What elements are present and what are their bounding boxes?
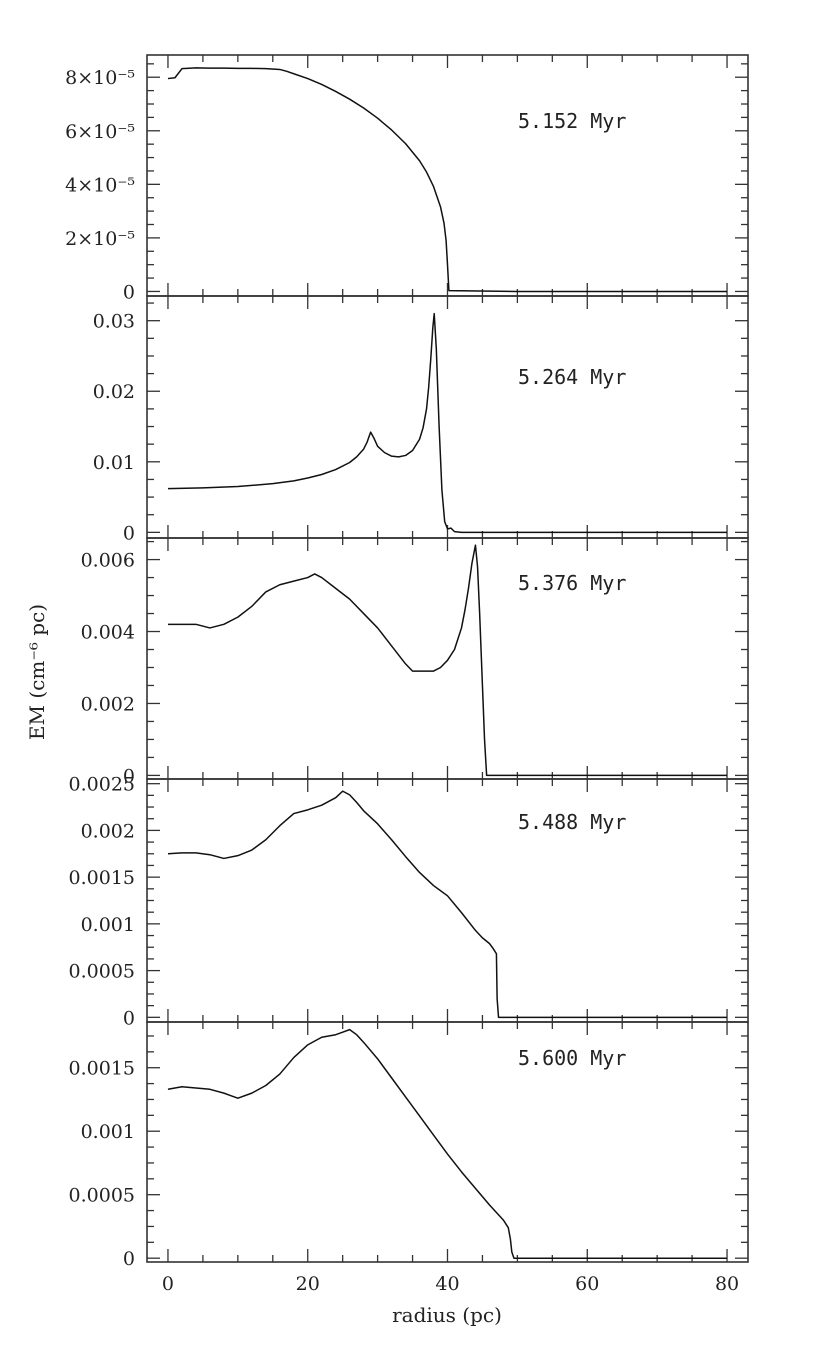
x-axis-title: radius (pc)	[392, 1303, 502, 1327]
y-tick-label: 0.01	[93, 452, 135, 474]
y-tick-label: 0.0015	[69, 867, 135, 889]
y-tick-label: 0.002	[81, 820, 135, 842]
series-line	[167, 1028, 728, 1259]
y-tick-label: 0	[123, 1007, 135, 1029]
y-tick-label: 0.004	[81, 622, 135, 644]
y-tick-label: 0	[123, 1248, 135, 1270]
y-tick-label: 6×10⁻⁵	[65, 121, 135, 143]
y-tick-label: 0	[123, 522, 135, 544]
y-tick-label: 2×10⁻⁵	[65, 228, 135, 250]
panel-label: 5.488 Myr	[518, 810, 626, 834]
x-tick-label: 60	[575, 1273, 599, 1295]
panel-label: 5.376 Myr	[518, 571, 626, 595]
panel-label: 5.264 Myr	[518, 365, 626, 389]
panel-1: 0 2×10⁻⁵ 4×10⁻⁵ 6×10⁻⁵ 8×10⁻⁵ 5.152 Myr	[65, 54, 749, 303]
y-tick-label: 8×10⁻⁵	[65, 67, 135, 89]
y-tick-label: 0.0005	[69, 961, 135, 983]
y-tick-label: 0.0015	[69, 1058, 135, 1080]
panel-frame	[146, 295, 749, 539]
y-tick-label: 0.0025	[69, 774, 135, 796]
series-line	[167, 544, 728, 777]
series-line	[167, 790, 728, 1019]
x-tick-label: 0	[162, 1273, 174, 1295]
y-tick-label: 0	[123, 281, 135, 303]
y-tick-label: 0.002	[81, 693, 135, 715]
y-tick-label: 0.0005	[69, 1185, 135, 1207]
panel-5: 0 0.0005 0.001 0.0015 5.600 Myr	[69, 1021, 749, 1270]
panel-label: 5.600 Myr	[518, 1046, 626, 1070]
y-tick-label: 0.001	[81, 914, 135, 936]
series-line	[167, 312, 728, 534]
panel-4: 0 0.0005 0.001 0.0015 0.002 0.0025 5.488 Myr	[69, 774, 749, 1029]
x-tick-label: 40	[435, 1273, 459, 1295]
x-tick-label: 20	[296, 1273, 320, 1295]
y-axis-title: EM (cm⁻⁶ pc)	[25, 604, 49, 740]
panel-label: 5.152 Myr	[518, 109, 626, 133]
y-tick-label: 4×10⁻⁵	[65, 174, 135, 196]
panels-layer: 02×10⁻⁵4×10⁻⁵6×10⁻⁵8×10⁻⁵5.152 Myr00.010…	[65, 54, 749, 1295]
panel-frame	[146, 778, 749, 1023]
panel-3: 0 0.002 0.004 0.006 5.376 Myr	[81, 537, 749, 787]
panel-frame	[146, 537, 749, 780]
y-tick-label: 0	[123, 765, 135, 787]
y-tick-label: 0.03	[93, 311, 135, 333]
panel-frame	[146, 1021, 749, 1263]
y-tick-label: 0.006	[81, 550, 135, 572]
y-tick-label: 0.001	[81, 1121, 135, 1143]
series-line	[167, 67, 728, 293]
panel-2: 0 0.01 0.02 0.03 5.264 Myr	[93, 295, 749, 544]
y-tick-label: 0.02	[93, 381, 135, 403]
x-tick-label: 80	[715, 1273, 739, 1295]
